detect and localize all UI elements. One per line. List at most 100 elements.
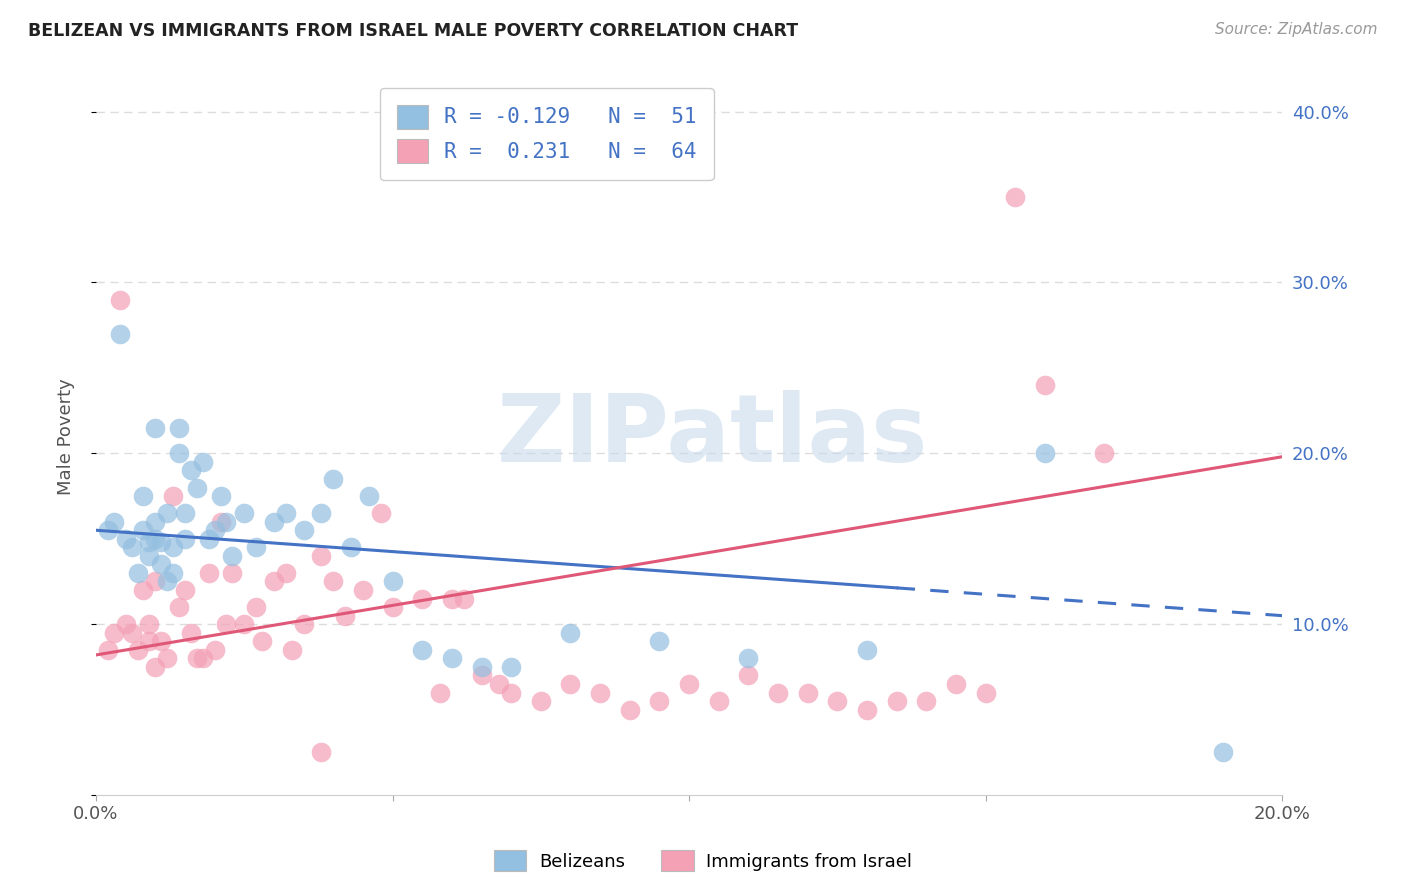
Point xyxy=(150,634,173,648)
Point xyxy=(357,489,380,503)
Point xyxy=(143,532,166,546)
Point xyxy=(121,625,143,640)
Point xyxy=(530,694,553,708)
Point xyxy=(737,668,759,682)
Point xyxy=(333,608,356,623)
Point xyxy=(132,582,155,597)
Y-axis label: Male Poverty: Male Poverty xyxy=(58,378,75,495)
Text: BELIZEAN VS IMMIGRANTS FROM ISRAEL MALE POVERTY CORRELATION CHART: BELIZEAN VS IMMIGRANTS FROM ISRAEL MALE … xyxy=(28,22,799,40)
Point xyxy=(766,685,789,699)
Point xyxy=(174,532,197,546)
Point xyxy=(274,566,297,580)
Point xyxy=(143,515,166,529)
Point xyxy=(381,574,404,589)
Point xyxy=(796,685,818,699)
Point xyxy=(197,566,219,580)
Point xyxy=(191,455,214,469)
Point xyxy=(221,549,243,563)
Point xyxy=(138,634,160,648)
Point xyxy=(174,506,197,520)
Point xyxy=(501,685,523,699)
Point xyxy=(215,617,238,632)
Point xyxy=(103,625,125,640)
Point xyxy=(204,523,226,537)
Point xyxy=(138,617,160,632)
Point xyxy=(827,694,849,708)
Point xyxy=(250,634,273,648)
Point xyxy=(114,532,136,546)
Point xyxy=(648,634,671,648)
Point xyxy=(162,566,184,580)
Point xyxy=(886,694,908,708)
Point xyxy=(180,463,202,477)
Point xyxy=(856,643,879,657)
Point xyxy=(209,489,232,503)
Point xyxy=(974,685,997,699)
Point xyxy=(233,617,256,632)
Point xyxy=(737,651,759,665)
Point xyxy=(167,446,190,460)
Point xyxy=(280,643,302,657)
Point xyxy=(245,541,267,555)
Point xyxy=(143,420,166,434)
Point xyxy=(197,532,219,546)
Point xyxy=(263,574,285,589)
Point xyxy=(162,489,184,503)
Point xyxy=(138,549,160,563)
Point xyxy=(103,515,125,529)
Point xyxy=(453,591,475,606)
Point xyxy=(156,574,179,589)
Point xyxy=(440,651,463,665)
Point xyxy=(143,574,166,589)
Point xyxy=(186,481,208,495)
Point xyxy=(411,643,433,657)
Point xyxy=(204,643,226,657)
Point xyxy=(245,600,267,615)
Point xyxy=(186,651,208,665)
Point xyxy=(1212,745,1234,759)
Point xyxy=(167,420,190,434)
Point xyxy=(501,660,523,674)
Point xyxy=(678,677,700,691)
Point xyxy=(915,694,938,708)
Point xyxy=(648,694,671,708)
Point xyxy=(263,515,285,529)
Point xyxy=(156,506,179,520)
Point xyxy=(470,660,492,674)
Point xyxy=(1033,378,1056,392)
Point xyxy=(411,591,433,606)
Point xyxy=(1092,446,1115,460)
Point xyxy=(132,523,155,537)
Point xyxy=(233,506,256,520)
Point xyxy=(440,591,463,606)
Point xyxy=(381,600,404,615)
Point xyxy=(127,566,149,580)
Point xyxy=(132,489,155,503)
Point xyxy=(1033,446,1056,460)
Point xyxy=(114,617,136,632)
Point xyxy=(322,472,344,486)
Point xyxy=(209,515,232,529)
Legend: R = -0.129   N =  51, R =  0.231   N =  64: R = -0.129 N = 51, R = 0.231 N = 64 xyxy=(380,87,714,179)
Point xyxy=(121,541,143,555)
Point xyxy=(707,694,730,708)
Point xyxy=(221,566,243,580)
Point xyxy=(322,574,344,589)
Point xyxy=(311,506,333,520)
Point xyxy=(856,703,879,717)
Point xyxy=(138,535,160,549)
Text: Source: ZipAtlas.com: Source: ZipAtlas.com xyxy=(1215,22,1378,37)
Point xyxy=(311,549,333,563)
Point xyxy=(127,643,149,657)
Point xyxy=(560,625,582,640)
Point xyxy=(150,535,173,549)
Point xyxy=(1004,190,1026,204)
Point xyxy=(488,677,510,691)
Point xyxy=(311,745,333,759)
Legend: Belizeans, Immigrants from Israel: Belizeans, Immigrants from Israel xyxy=(486,843,920,879)
Point xyxy=(108,293,131,307)
Point xyxy=(470,668,492,682)
Point xyxy=(108,326,131,341)
Point xyxy=(352,582,374,597)
Point xyxy=(156,651,179,665)
